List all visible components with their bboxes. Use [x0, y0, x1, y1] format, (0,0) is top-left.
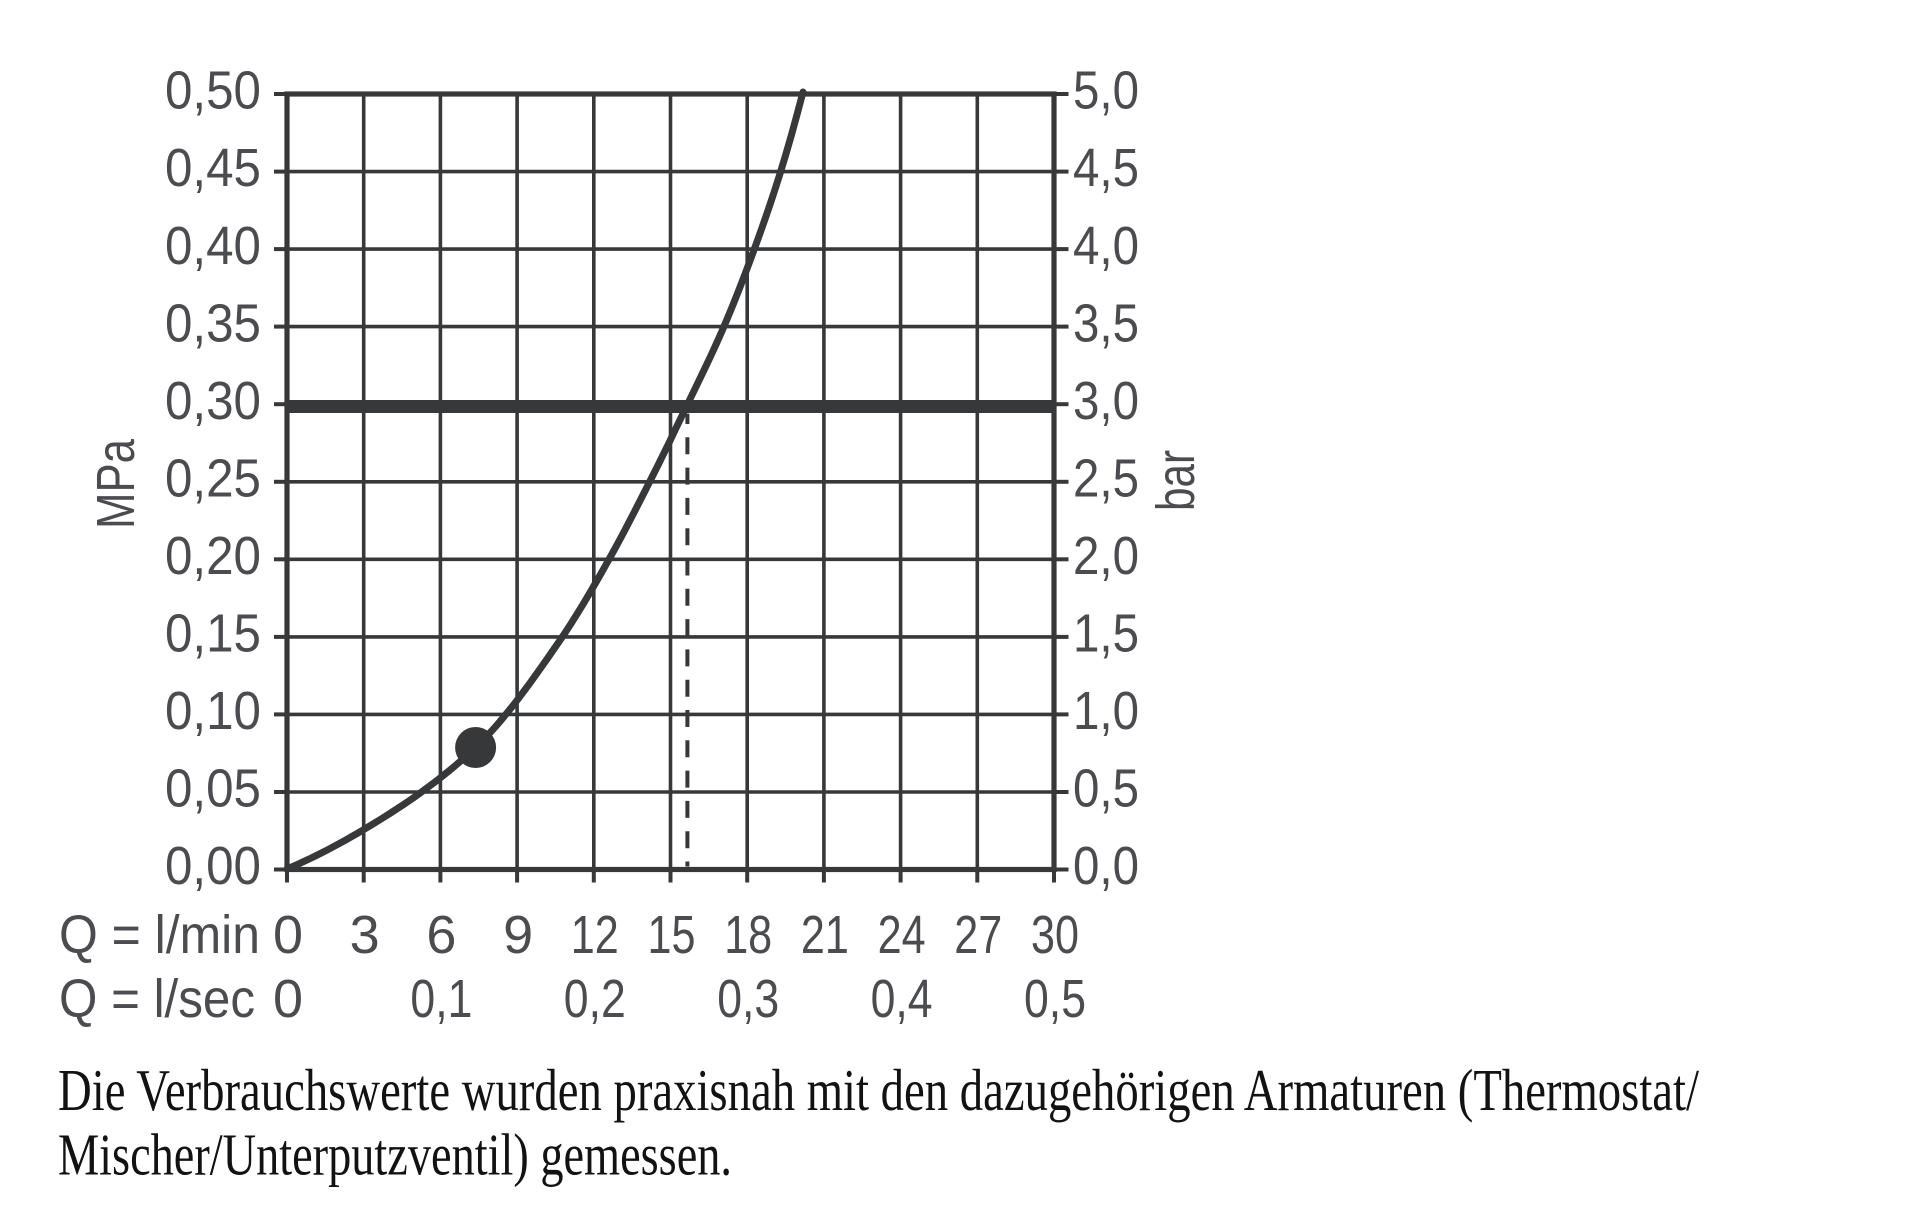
svg-text:Mischer/Unterputzventil) gemes: Mischer/Unterputzventil) gemessen. — [58, 1122, 732, 1188]
svg-text:0,3: 0,3 — [717, 969, 779, 1029]
svg-text:0,35: 0,35 — [165, 293, 261, 353]
svg-text:12: 12 — [571, 905, 619, 965]
svg-text:3,0: 3,0 — [1073, 371, 1139, 431]
svg-text:9: 9 — [503, 905, 533, 965]
svg-text:30: 30 — [1031, 905, 1079, 965]
svg-text:0,0: 0,0 — [1073, 836, 1139, 896]
svg-text:0,50: 0,50 — [165, 61, 261, 121]
svg-text:0,05: 0,05 — [165, 759, 261, 819]
svg-text:0,45: 0,45 — [165, 138, 261, 198]
svg-text:2,0: 2,0 — [1073, 526, 1139, 586]
svg-text:3,5: 3,5 — [1073, 293, 1139, 353]
svg-text:0,20: 0,20 — [165, 526, 261, 586]
svg-text:1,0: 1,0 — [1073, 681, 1139, 741]
svg-text:21: 21 — [801, 905, 849, 965]
svg-text:18: 18 — [724, 905, 772, 965]
svg-text:4,0: 4,0 — [1073, 216, 1139, 276]
svg-text:MPa: MPa — [86, 438, 146, 529]
svg-text:0,5: 0,5 — [1024, 969, 1086, 1029]
svg-text:0,30: 0,30 — [165, 371, 261, 431]
svg-text:4,5: 4,5 — [1073, 138, 1139, 198]
svg-text:2,5: 2,5 — [1073, 448, 1139, 508]
svg-text:3: 3 — [350, 905, 380, 965]
svg-text:0,15: 0,15 — [165, 604, 261, 664]
svg-text:24: 24 — [878, 905, 926, 965]
svg-text:1,5: 1,5 — [1073, 604, 1139, 664]
svg-text:0,5: 0,5 — [1073, 759, 1139, 819]
svg-text:0,40: 0,40 — [165, 216, 261, 276]
svg-text:6: 6 — [426, 905, 456, 965]
svg-text:Q = l/sec: Q = l/sec — [59, 969, 255, 1029]
svg-text:0,4: 0,4 — [871, 969, 933, 1029]
svg-text:0,2: 0,2 — [564, 969, 626, 1029]
svg-text:27: 27 — [954, 905, 1002, 965]
svg-text:5,0: 5,0 — [1073, 61, 1139, 121]
svg-text:Die Verbrauchswerte wurden pra: Die Verbrauchswerte wurden praxisnah mit… — [58, 1057, 1699, 1123]
svg-text:0: 0 — [273, 969, 303, 1029]
svg-text:15: 15 — [648, 905, 696, 965]
svg-text:0,25: 0,25 — [165, 448, 261, 508]
svg-text:0: 0 — [273, 905, 303, 965]
svg-text:0,1: 0,1 — [410, 969, 472, 1029]
svg-text:bar: bar — [1146, 450, 1206, 511]
svg-text:Q = l/min: Q = l/min — [59, 905, 260, 965]
svg-text:0,00: 0,00 — [165, 836, 261, 896]
svg-text:0,10: 0,10 — [165, 681, 261, 741]
